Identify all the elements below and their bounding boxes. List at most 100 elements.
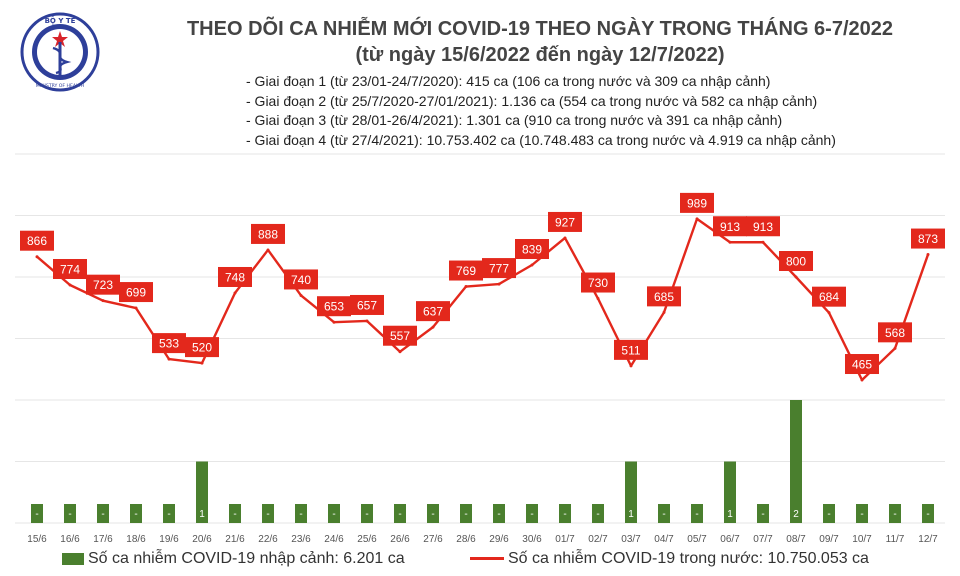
x-tick-label: 30/6 xyxy=(522,534,542,545)
imported-bar xyxy=(922,504,934,523)
domestic-data-label: 685 xyxy=(654,290,674,304)
domestic-data-label: 533 xyxy=(159,337,179,351)
domestic-data-label: 866 xyxy=(27,234,47,248)
x-tick-label: 18/6 xyxy=(126,534,146,545)
x-tick-label: 10/7 xyxy=(852,534,872,545)
imported-bar-label: - xyxy=(398,509,401,520)
imported-bar xyxy=(757,504,769,523)
imported-bar xyxy=(493,504,505,523)
domestic-label-box xyxy=(449,260,483,281)
domestic-data-label: 637 xyxy=(423,305,443,319)
imported-bar xyxy=(361,504,373,523)
x-tick-label: 27/6 xyxy=(423,534,443,545)
domestic-point xyxy=(200,361,204,365)
imported-bar-label: - xyxy=(563,509,566,520)
domestic-data-label: 774 xyxy=(60,262,80,276)
domestic-label-box xyxy=(383,325,417,346)
domestic-data-label: 520 xyxy=(192,341,212,355)
x-tick-label: 19/6 xyxy=(159,534,179,545)
domestic-data-label: 989 xyxy=(687,196,707,210)
imported-bar-label: 1 xyxy=(727,509,733,520)
imported-bar xyxy=(394,504,406,523)
domestic-data-label: 769 xyxy=(456,264,476,278)
imported-bar xyxy=(163,504,175,523)
domestic-data-label: 568 xyxy=(885,326,905,340)
domestic-label-box xyxy=(416,301,450,322)
imported-bar xyxy=(64,504,76,523)
phase-note-2: - Giai đoạn 2 (từ 25/7/2020-27/01/2021):… xyxy=(246,92,818,109)
x-tick-label: 20/6 xyxy=(192,534,212,545)
domestic-point xyxy=(266,248,270,252)
legend-imported-swatch xyxy=(62,552,84,565)
domestic-data-label: 730 xyxy=(588,276,608,290)
domestic-data-label: 913 xyxy=(753,220,773,234)
imported-bar xyxy=(31,504,43,523)
domestic-point xyxy=(332,320,336,324)
x-tick-label: 26/6 xyxy=(390,534,410,545)
domestic-data-label: 511 xyxy=(621,343,640,357)
legend-domestic: Số ca nhiễm COVID-19 trong nước: 10.750.… xyxy=(470,550,869,568)
x-tick-label: 16/6 xyxy=(60,534,80,545)
phase-notes: - Giai đoạn 1 (từ 23/01-24/7/2020): 415 … xyxy=(246,72,946,150)
domestic-point xyxy=(497,282,501,286)
imported-bar xyxy=(229,504,241,523)
domestic-label-box xyxy=(218,266,252,287)
domestic-data-label: 777 xyxy=(489,262,509,276)
x-tick-label: 01/7 xyxy=(555,534,575,545)
x-tick-label: 03/7 xyxy=(621,534,641,545)
domestic-point xyxy=(761,240,765,244)
domestic-label-box xyxy=(548,211,582,232)
imported-bar xyxy=(658,504,670,523)
imported-bar xyxy=(790,400,802,523)
x-tick-label: 24/6 xyxy=(324,534,344,545)
domestic-data-label: 740 xyxy=(291,273,311,287)
phase-note-1: - Giai đoạn 1 (từ 23/01-24/7/2020): 415 … xyxy=(246,73,771,89)
imported-bar-label: - xyxy=(299,509,302,520)
domestic-line xyxy=(36,217,930,382)
imported-bar-label: 1 xyxy=(628,509,634,520)
legend-imported: Số ca nhiễm COVID-19 nhập cảnh: 6.201 ca xyxy=(62,550,405,568)
domestic-label-box xyxy=(647,286,681,307)
domestic-data-label: 657 xyxy=(357,298,377,312)
domestic-point xyxy=(629,364,633,368)
imported-bar-label: - xyxy=(68,509,71,520)
x-tick-label: 05/7 xyxy=(687,534,707,545)
domestic-point xyxy=(662,310,666,314)
imported-bar-label: - xyxy=(827,509,830,520)
x-tick-label: 02/7 xyxy=(588,534,608,545)
domestic-point xyxy=(926,253,930,257)
domestic-point xyxy=(860,378,864,382)
domestic-label-box xyxy=(581,272,615,293)
domestic-point xyxy=(827,311,831,315)
domestic-data-label: 873 xyxy=(918,232,938,246)
phase-note-3: - Giai đoạn 3 (từ 28/01-26/4/2021): 1.30… xyxy=(246,112,783,128)
imported-bar xyxy=(592,504,604,523)
imported-bar xyxy=(328,504,340,523)
chart-title: THEO DÕI CA NHIỄM MỚI COVID-19 THEO NGÀY… xyxy=(186,18,894,40)
imported-bar-label: - xyxy=(761,509,764,520)
x-tick-label: 28/6 xyxy=(456,534,476,545)
domestic-label-box xyxy=(119,282,153,303)
imported-bar-label: - xyxy=(860,509,863,520)
domestic-label-box xyxy=(350,294,384,315)
imported-bar-label: 1 xyxy=(199,509,205,520)
domestic-label-box xyxy=(911,228,945,249)
x-tick-label: 09/7 xyxy=(819,534,839,545)
domestic-data-label: 839 xyxy=(522,243,542,257)
logo-text-bottom: MINISTRY OF HEALTH xyxy=(36,83,84,89)
domestic-point xyxy=(794,275,798,279)
domestic-label-box xyxy=(746,216,780,237)
x-tick-label: 25/6 xyxy=(357,534,377,545)
x-tick-label: 15/6 xyxy=(27,534,47,545)
domestic-data-label: 913 xyxy=(720,220,740,234)
domestic-point xyxy=(728,240,732,244)
domestic-label-box xyxy=(779,251,813,271)
chart-subtitle: (từ ngày 15/6/2022 đến ngày 12/7/2022) xyxy=(355,44,725,66)
domestic-label-box xyxy=(845,354,879,375)
domestic-label-box xyxy=(152,333,186,354)
imported-bar-label: - xyxy=(464,509,467,520)
x-tick-label: 29/6 xyxy=(489,534,509,545)
domestic-point xyxy=(398,350,402,354)
imported-bar-label: - xyxy=(365,509,368,520)
